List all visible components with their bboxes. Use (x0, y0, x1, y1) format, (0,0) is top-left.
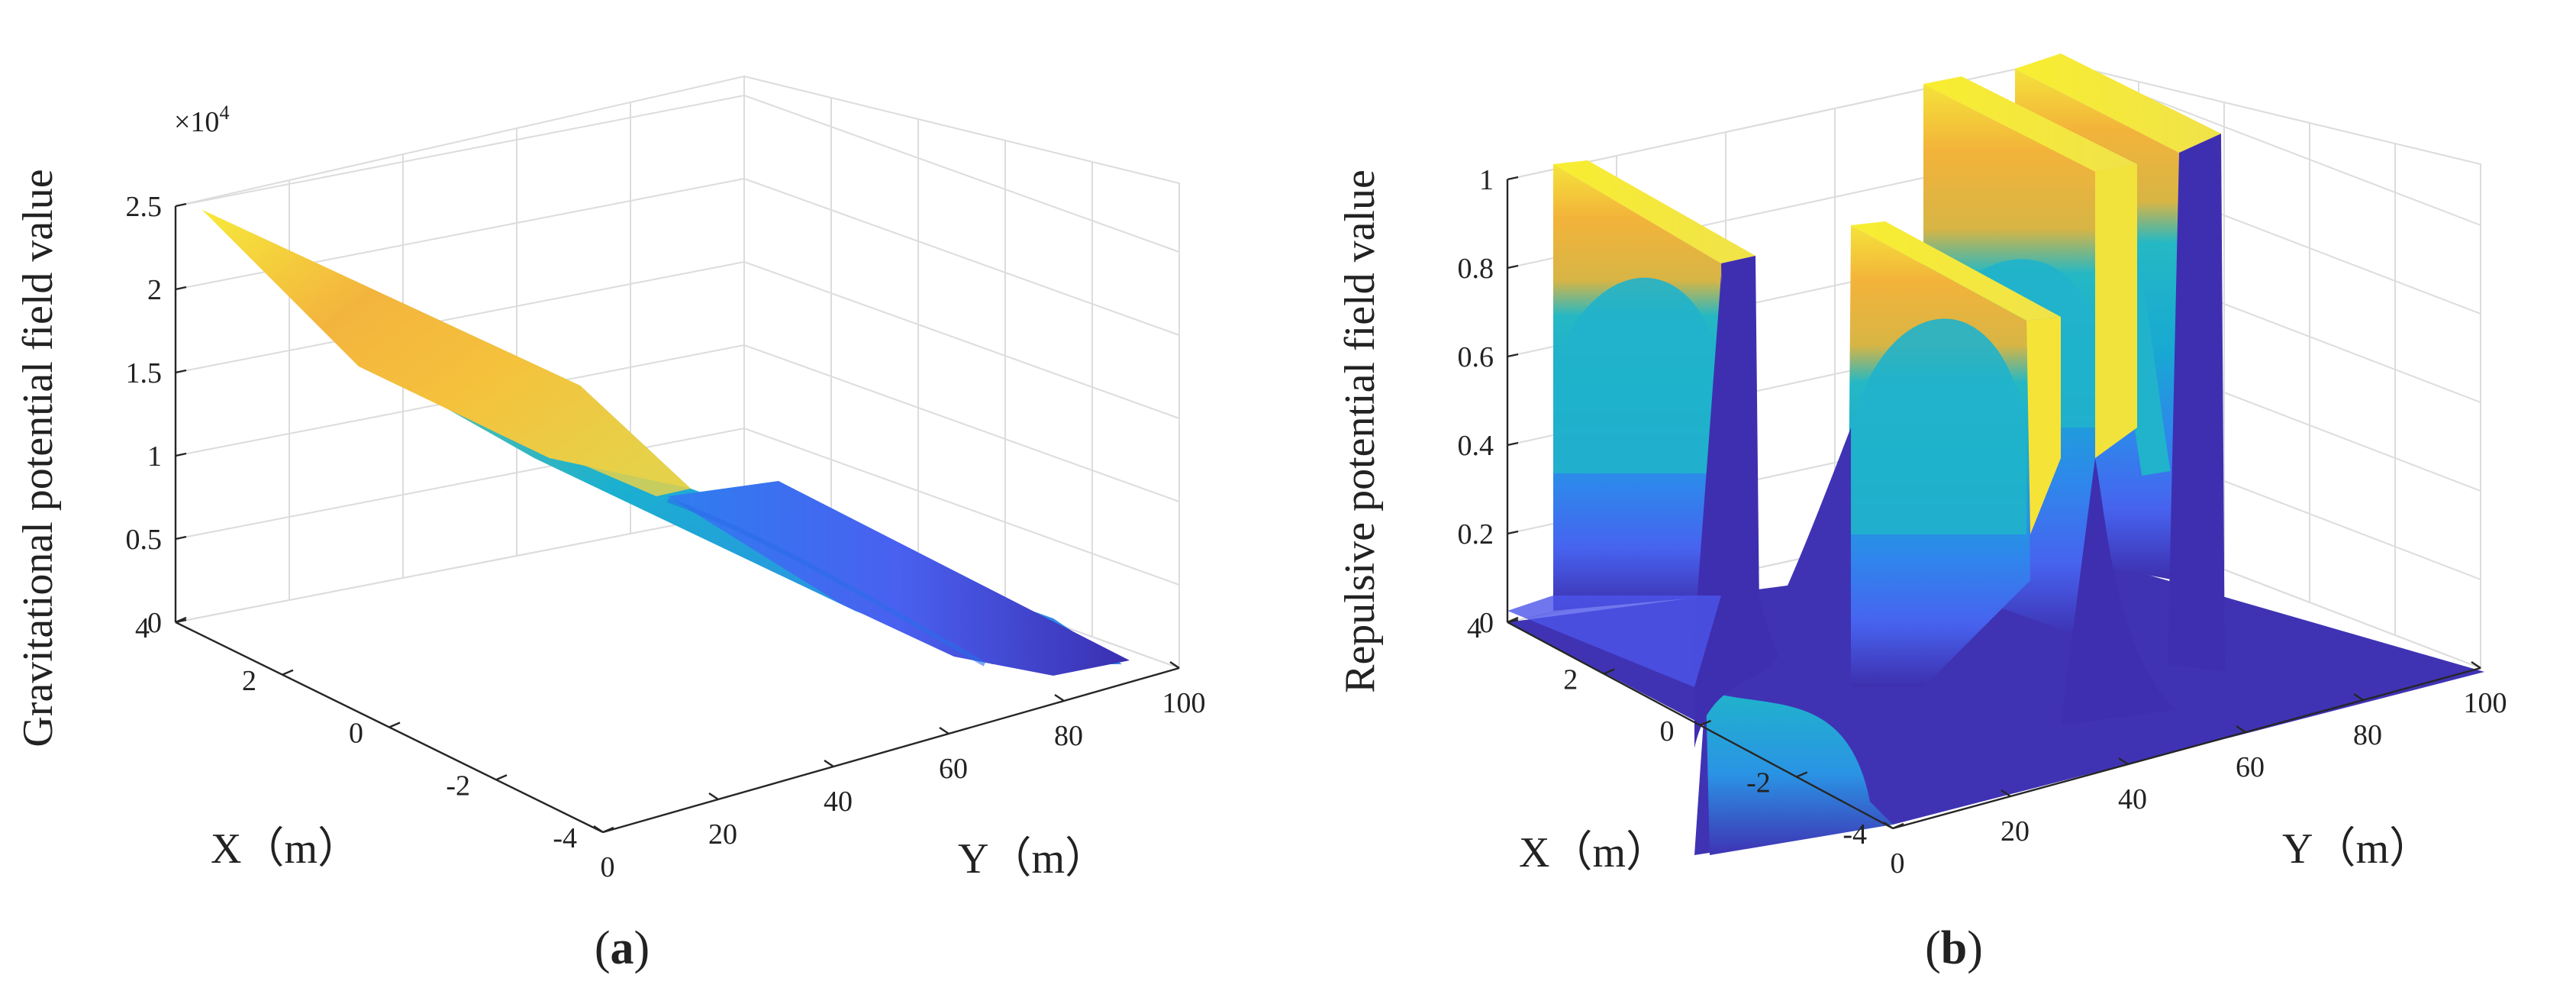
panel-b-z-tick-label: 0.8 (1458, 253, 1494, 285)
panel-a-y-tick-label: 100 (1162, 687, 1206, 719)
panel-b-x-tick-label: 4 (1467, 612, 1481, 644)
panel-b-x-tick-label: -4 (1843, 818, 1867, 851)
panel-a-y-tick-mark (1054, 694, 1065, 702)
panel-b-z-tick-label: 0 (1479, 607, 1494, 639)
panel-a-z-tick-label: 1 (147, 441, 162, 473)
panel-a-surface (202, 210, 1130, 676)
panel-b-x-tick-label: 0 (1660, 715, 1675, 747)
panel-a-y-tick-mark (593, 825, 604, 833)
panel-a-z-axis-label: Gravitational potential field value (15, 169, 62, 747)
panel-a-z-tick-label: 2.5 (126, 191, 163, 223)
panel-a-z-tick-label: 0.5 (126, 524, 163, 556)
panel-b-x-tick-mark (1796, 771, 1808, 778)
panel-a-z-tick-mark (175, 535, 187, 541)
panel-b-z-tick-mark (1507, 353, 1519, 358)
panel-a-y-tick-label: 40 (824, 786, 853, 818)
panel-a-caption: (a) (595, 922, 650, 974)
panel-b-caption: (b) (1925, 922, 1983, 974)
panel-b-x-tick-mark (1603, 668, 1615, 675)
panel-a-z-multiplier: ×104 (174, 102, 229, 138)
panel-a-z-gridline (175, 177, 1180, 336)
panel-b-x-tick-mark (1507, 616, 1519, 624)
panel-a-y-tick-mark (708, 792, 719, 800)
panel-b-x-tick-mark (1700, 719, 1711, 727)
panel-b-z-tick-label: 0.4 (1458, 430, 1494, 462)
panel-a-x-tick-mark (388, 721, 401, 728)
panel-b-y-tick-label: 20 (2001, 815, 2030, 847)
panel-a-z-tick-label: 2 (147, 274, 162, 306)
panel-a-x-tick-label: -2 (446, 770, 470, 802)
panel-a-x-tick-mark (495, 774, 508, 781)
panel-b-y-axis-label: Y（m） (2282, 825, 2432, 873)
panel-a-z-tick-label: 0 (147, 607, 162, 639)
panel-b-surface (1507, 53, 2484, 855)
panel-b-y-tick-mark (2353, 693, 2364, 701)
panel-a-x-tick-label: -4 (553, 822, 577, 854)
panel-a-z-gridline (175, 94, 1180, 253)
panel-b-y-tick-label: 60 (2236, 751, 2265, 783)
panel-b-y-tick-label: 0 (1891, 847, 1905, 880)
panel-a-z-tick-mark (175, 452, 187, 457)
panel-a-x-axis-label: X（m） (211, 825, 360, 873)
panel-a-grid (175, 75, 1180, 670)
panel-a-y-tick-label: 0 (601, 851, 615, 883)
panel-b-z-tick-label: 1 (1479, 164, 1494, 196)
panel-b-y-tick-label: 40 (2118, 783, 2147, 815)
panel-b-z-tick-mark (1507, 530, 1519, 535)
panel-b-x-axis-label: X（m） (1519, 829, 1668, 876)
panel-a-y-tick-label: 20 (708, 818, 737, 851)
panel-a-x-tick-label: 2 (242, 665, 256, 697)
panel-a-y-tick-label: 80 (1054, 720, 1083, 752)
panel-b-y-tick-label: 100 (2464, 687, 2507, 719)
panel-a-x-tick-mark (602, 826, 614, 834)
panel-b-z-tick-label: 0.6 (1458, 341, 1494, 373)
panel-a-x-tick-label: 0 (349, 718, 363, 750)
panel-b-y-tick-mark (2118, 757, 2129, 765)
panel-a-y-axis-label: Y（m） (958, 835, 1107, 883)
panel-a-z-tick-mark (175, 202, 187, 208)
panel-b-z-tick-mark (1507, 264, 1519, 270)
panel-b-y-tick-mark (2236, 725, 2246, 733)
panel-b-y-tick-label: 80 (2353, 719, 2382, 751)
panel-b-z-tick-label: 0.2 (1458, 518, 1494, 550)
panel-b-x-tick-label: 2 (1563, 664, 1578, 696)
panel-b-y-tick-mark (1883, 822, 1894, 829)
panel-a-y-tick-mark (939, 727, 949, 734)
panel-b-y-tick-mark (2001, 789, 2011, 797)
panel-b-obstacle-1 (1507, 160, 1778, 748)
panel-b-z-axis-label: Repulsive potential field value (1336, 169, 1384, 693)
panel-a-z-gridline (175, 427, 1180, 586)
panel-a-z-gridline (175, 344, 1180, 502)
panel-a-z-tick-mark (175, 369, 187, 374)
panel-b-obstacle-2 (1694, 221, 2061, 855)
panel-a-x-tick-mark (282, 669, 294, 676)
panel-a-y-tick-mark (824, 760, 834, 767)
panel-b-y-tick-mark (2471, 661, 2481, 669)
panel-a-y-tick-label: 60 (939, 753, 968, 785)
panel-b-z-tick-mark (1507, 441, 1519, 447)
panel-b-z-tick-mark (1507, 176, 1519, 181)
panel-b-x-tick-mark (1892, 822, 1904, 830)
panel-a-x-tick-mark (175, 616, 187, 624)
panel-b-x-tick-label: -2 (1746, 767, 1771, 799)
panel-a-x-tick-label: 4 (135, 612, 150, 644)
panel-a-z-tick-mark (175, 286, 187, 291)
panel-a-z-tick-label: 1.5 (126, 357, 163, 389)
panel-a-y-tick-mark (1169, 661, 1180, 669)
